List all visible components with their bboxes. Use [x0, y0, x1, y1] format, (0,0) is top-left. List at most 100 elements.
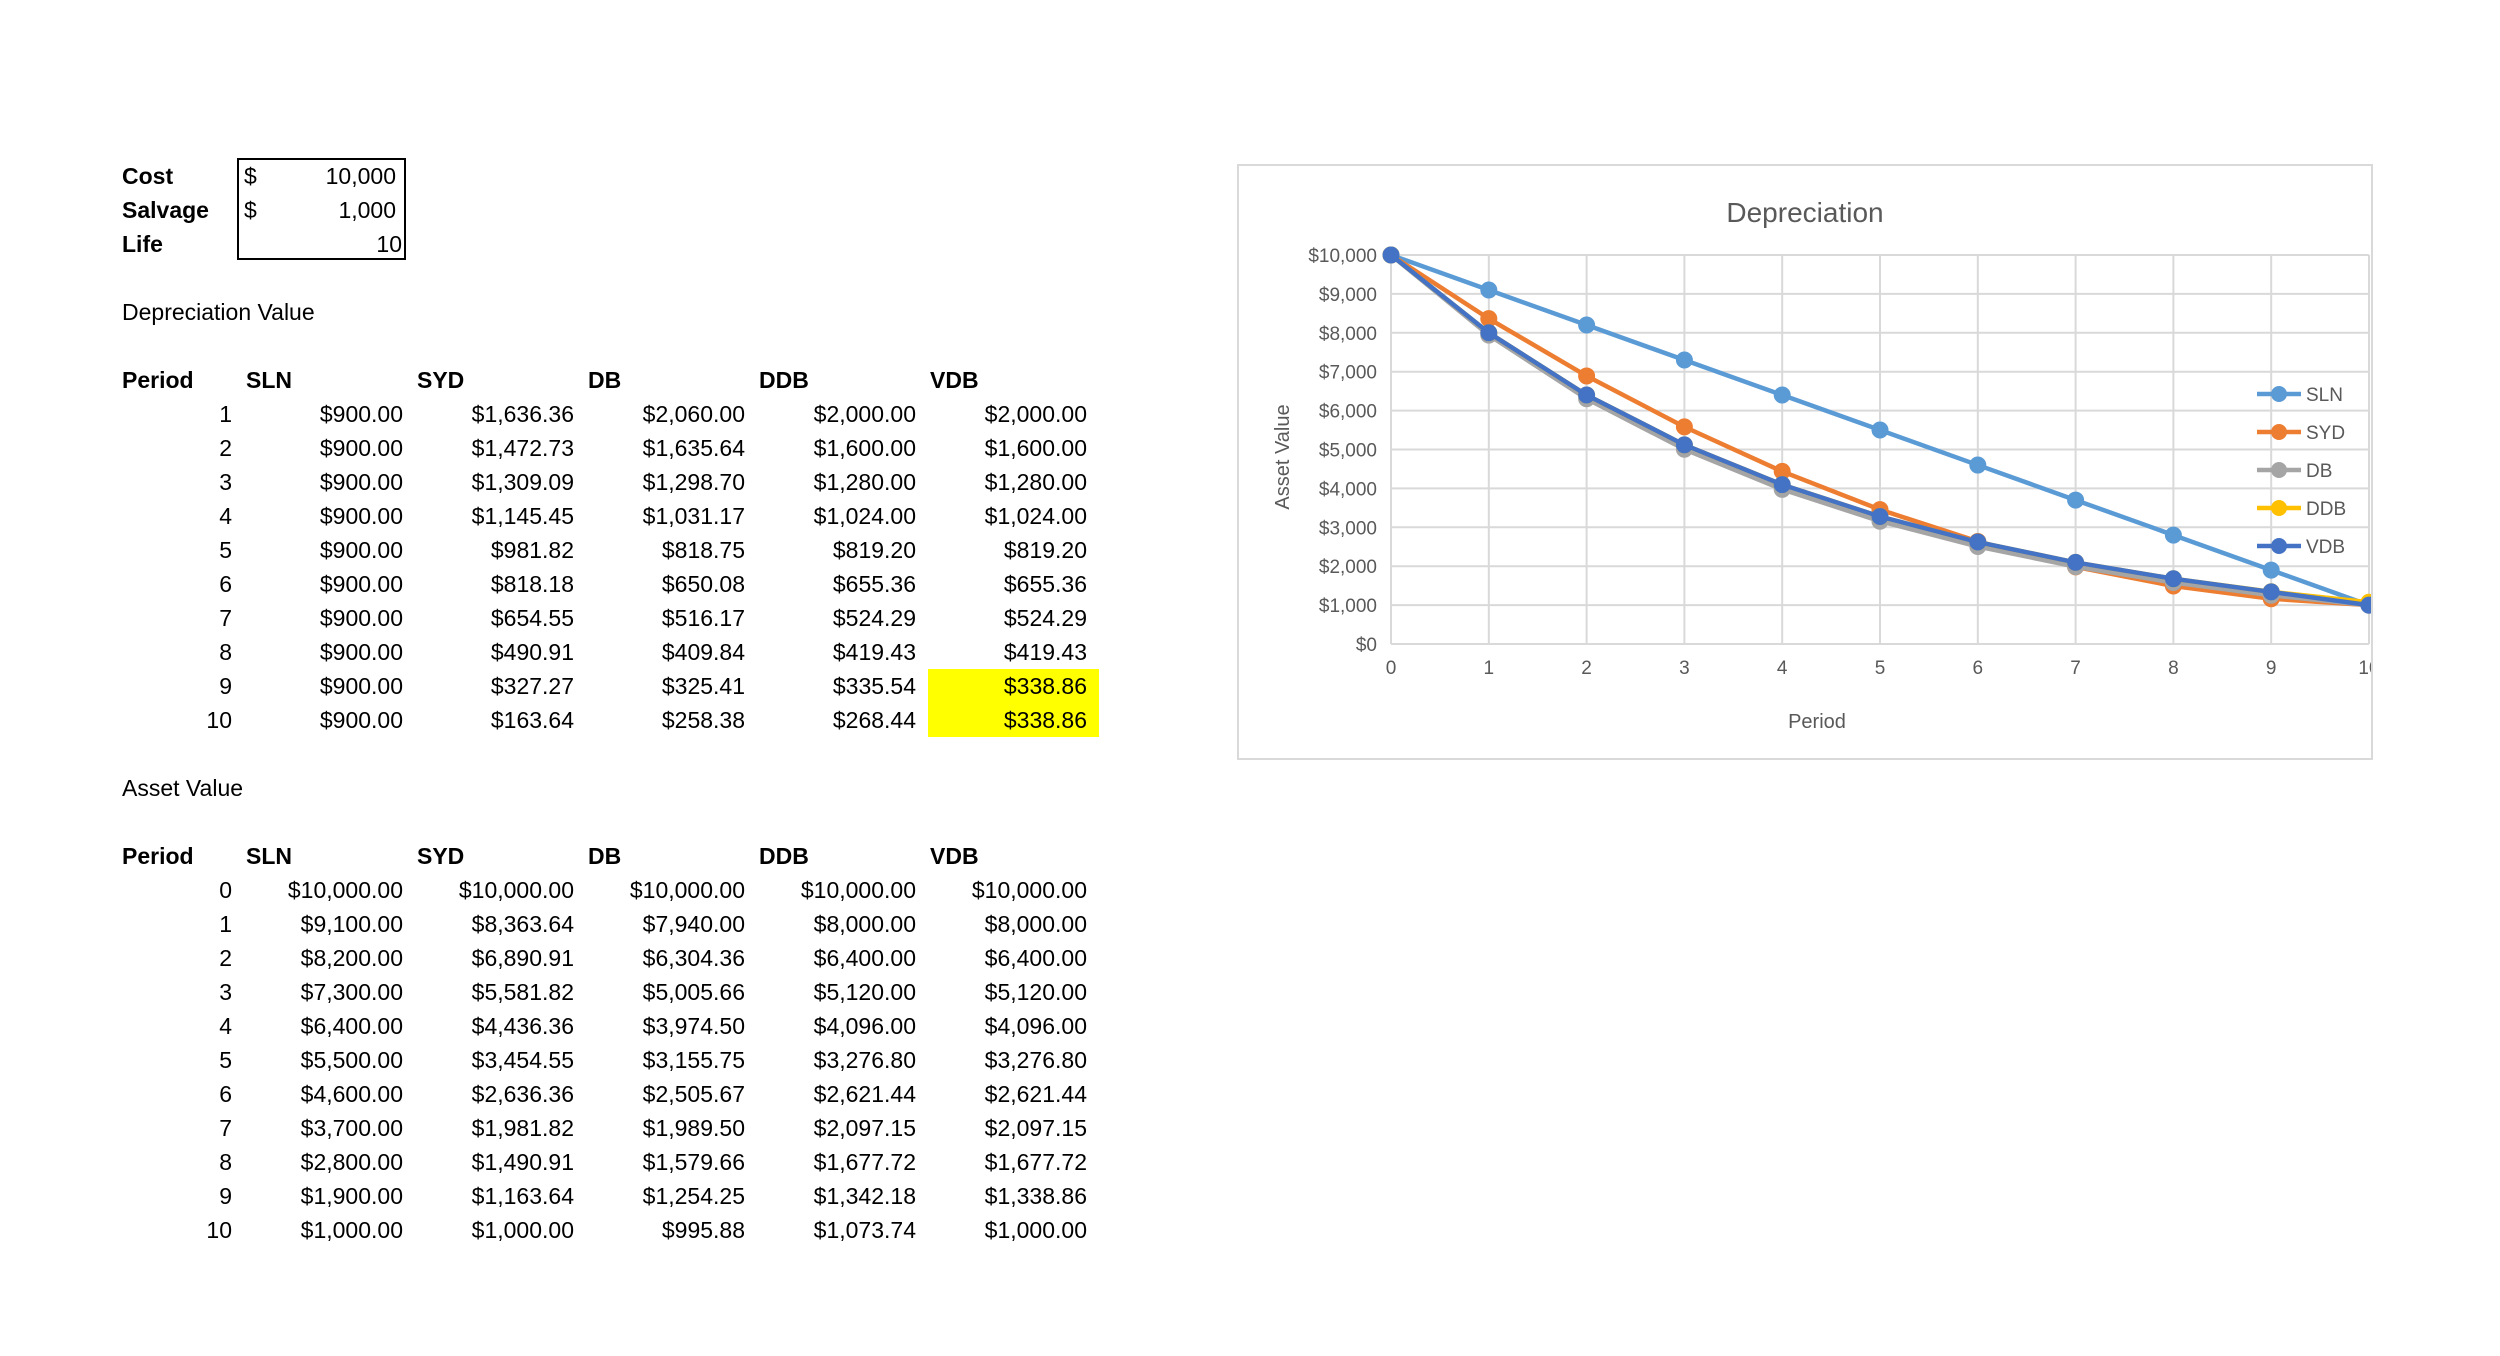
- data-point-sln[interactable]: [2164, 526, 2182, 544]
- asset-cell-sln[interactable]: $7,300.00: [300, 978, 403, 1005]
- data-point-vdb[interactable]: [2262, 583, 2280, 601]
- depreciation-header-syd[interactable]: SYD: [417, 366, 465, 393]
- asset-cell-sln[interactable]: $5,500.00: [300, 1046, 403, 1073]
- depreciation-cell-vdb[interactable]: $1,024.00: [984, 502, 1087, 529]
- asset-cell-ddb[interactable]: $2,621.44: [813, 1080, 916, 1107]
- asset-cell-sln[interactable]: $6,400.00: [300, 1012, 403, 1039]
- asset-cell-vdb[interactable]: $8,000.00: [984, 910, 1087, 937]
- asset-header-vdb[interactable]: VDB: [930, 842, 979, 869]
- depreciation-cell-sln[interactable]: $900.00: [319, 638, 403, 665]
- asset-cell-sln[interactable]: $1,900.00: [300, 1182, 403, 1209]
- depreciation-cell-db[interactable]: $2,060.00: [642, 400, 745, 427]
- depreciation-cell-period[interactable]: 6: [219, 570, 232, 597]
- data-point-vdb[interactable]: [2067, 553, 2085, 571]
- cost-value-cell[interactable]: 10,000: [325, 163, 396, 189]
- asset-cell-period[interactable]: 3: [219, 978, 232, 1005]
- depreciation-cell-syd[interactable]: $490.91: [490, 638, 574, 665]
- asset-cell-ddb[interactable]: $1,677.72: [813, 1148, 916, 1175]
- depreciation-cell-db[interactable]: $650.08: [661, 570, 745, 597]
- depreciation-cell-sln[interactable]: $900.00: [319, 400, 403, 427]
- depreciation-cell-db[interactable]: $818.75: [661, 536, 745, 563]
- depreciation-cell-ddb[interactable]: $419.43: [832, 638, 916, 665]
- data-point-vdb[interactable]: [1871, 508, 1889, 526]
- asset-cell-db[interactable]: $2,505.67: [642, 1080, 745, 1107]
- legend-item-syd[interactable]: SYD: [2257, 423, 2345, 444]
- depreciation-cell-ddb[interactable]: $1,600.00: [813, 434, 916, 461]
- depreciation-cell-db[interactable]: $409.84: [661, 638, 745, 665]
- depreciation-cell-sln[interactable]: $900.00: [319, 570, 403, 597]
- depreciation-cell-vdb[interactable]: $419.43: [1003, 638, 1087, 665]
- asset-header-period[interactable]: Period: [122, 842, 194, 869]
- depreciation-header-sln[interactable]: SLN: [246, 366, 292, 393]
- salvage-currency[interactable]: $: [244, 197, 257, 223]
- asset-cell-syd[interactable]: $10,000.00: [458, 876, 574, 903]
- asset-cell-db[interactable]: $1,579.66: [642, 1148, 745, 1175]
- data-point-vdb[interactable]: [1382, 246, 1400, 264]
- data-point-sln[interactable]: [1578, 316, 1596, 334]
- asset-cell-vdb[interactable]: $4,096.00: [984, 1012, 1087, 1039]
- depreciation-cell-vdb[interactable]: $338.86: [928, 703, 1099, 737]
- data-point-sln[interactable]: [2262, 561, 2280, 579]
- depreciation-cell-vdb[interactable]: $338.86: [928, 669, 1099, 703]
- depreciation-header-ddb[interactable]: DDB: [759, 366, 809, 393]
- depreciation-cell-ddb[interactable]: $655.36: [832, 570, 916, 597]
- asset-cell-vdb[interactable]: $3,276.80: [984, 1046, 1087, 1073]
- legend-item-db[interactable]: DB: [2257, 461, 2332, 482]
- depreciation-cell-sln[interactable]: $900.00: [319, 536, 403, 563]
- asset-header-ddb[interactable]: DDB: [759, 842, 809, 869]
- asset-cell-period[interactable]: 5: [219, 1046, 232, 1073]
- asset-cell-period[interactable]: 9: [219, 1182, 232, 1209]
- data-point-vdb[interactable]: [1578, 386, 1596, 404]
- depreciation-header-period[interactable]: Period: [122, 366, 194, 393]
- asset-header-syd[interactable]: SYD: [417, 842, 465, 869]
- asset-cell-ddb[interactable]: $4,096.00: [813, 1012, 916, 1039]
- depreciation-cell-db[interactable]: $325.41: [661, 672, 745, 699]
- asset-cell-ddb[interactable]: $10,000.00: [800, 876, 916, 903]
- asset-cell-syd[interactable]: $1,163.64: [471, 1182, 574, 1209]
- depreciation-cell-vdb[interactable]: $1,280.00: [984, 468, 1087, 495]
- asset-cell-syd[interactable]: $1,000.00: [471, 1216, 574, 1243]
- asset-cell-db[interactable]: $995.88: [661, 1216, 745, 1243]
- depreciation-cell-sln[interactable]: $900.00: [319, 672, 403, 699]
- depreciation-cell-period[interactable]: 7: [219, 604, 232, 631]
- asset-header-sln[interactable]: SLN: [246, 842, 292, 869]
- asset-cell-db[interactable]: $5,005.66: [642, 978, 745, 1005]
- asset-cell-vdb[interactable]: $2,621.44: [984, 1080, 1087, 1107]
- asset-cell-vdb[interactable]: $1,677.72: [984, 1148, 1087, 1175]
- depreciation-cell-ddb[interactable]: $2,000.00: [813, 400, 916, 427]
- depreciation-cell-vdb[interactable]: $819.20: [1003, 536, 1087, 563]
- life-value-cell[interactable]: 10: [376, 231, 402, 257]
- data-point-sln[interactable]: [1480, 281, 1498, 299]
- asset-cell-period[interactable]: 8: [219, 1148, 232, 1175]
- legend-item-ddb[interactable]: DDB: [2257, 499, 2346, 520]
- depreciation-cell-ddb[interactable]: $1,024.00: [813, 502, 916, 529]
- depreciation-cell-syd[interactable]: $1,472.73: [471, 434, 574, 461]
- asset-cell-vdb[interactable]: $10,000.00: [971, 876, 1087, 903]
- asset-cell-sln[interactable]: $9,100.00: [300, 910, 403, 937]
- depreciation-header-db[interactable]: DB: [588, 366, 622, 393]
- asset-cell-sln[interactable]: $4,600.00: [300, 1080, 403, 1107]
- asset-cell-period[interactable]: 0: [219, 876, 232, 903]
- asset-cell-ddb[interactable]: $5,120.00: [813, 978, 916, 1005]
- depreciation-cell-db[interactable]: $258.38: [661, 706, 745, 733]
- data-point-syd[interactable]: [1578, 367, 1596, 385]
- data-point-sln[interactable]: [1675, 351, 1693, 369]
- asset-cell-syd[interactable]: $6,890.91: [471, 944, 574, 971]
- salvage-value-cell[interactable]: 1,000: [338, 197, 396, 223]
- asset-cell-sln[interactable]: $8,200.00: [300, 944, 403, 971]
- depreciation-cell-sln[interactable]: $900.00: [319, 502, 403, 529]
- asset-cell-vdb[interactable]: $5,120.00: [984, 978, 1087, 1005]
- chart-area[interactable]: Depreciation Period Asset Value $0 $1,000…: [1237, 164, 2380, 760]
- asset-cell-ddb[interactable]: $1,073.74: [813, 1216, 916, 1243]
- data-point-vdb[interactable]: [1675, 436, 1693, 454]
- asset-cell-ddb[interactable]: $1,342.18: [813, 1182, 916, 1209]
- legend-item-vdb[interactable]: VDB: [2257, 537, 2345, 558]
- asset-cell-ddb[interactable]: $6,400.00: [813, 944, 916, 971]
- series-sln[interactable]: [1382, 246, 2378, 614]
- asset-cell-vdb[interactable]: $1,000.00: [984, 1216, 1087, 1243]
- depreciation-cell-syd[interactable]: $818.18: [490, 570, 574, 597]
- asset-cell-period[interactable]: 4: [219, 1012, 232, 1039]
- depreciation-cell-sln[interactable]: $900.00: [319, 434, 403, 461]
- data-point-syd[interactable]: [1675, 418, 1693, 436]
- depreciation-cell-syd[interactable]: $1,145.45: [471, 502, 574, 529]
